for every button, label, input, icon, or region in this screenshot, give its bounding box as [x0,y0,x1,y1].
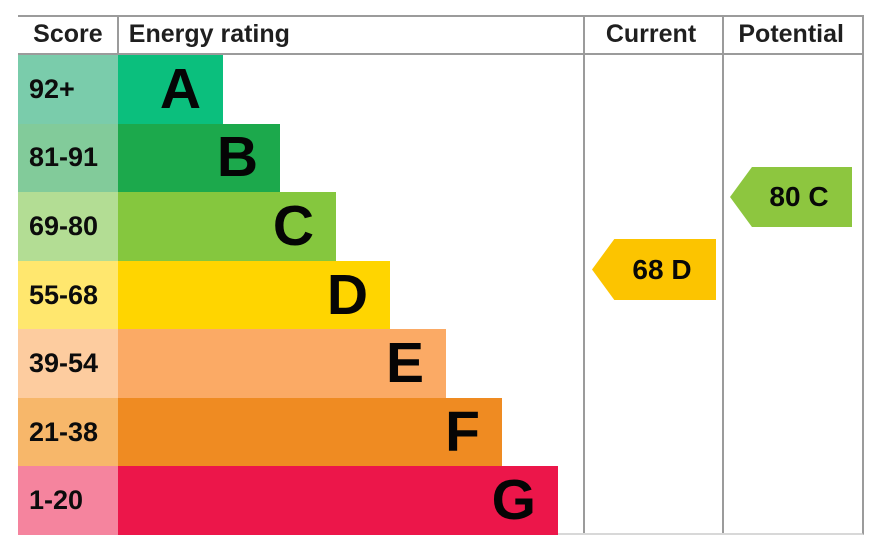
header-underline [18,53,862,55]
rating-letter-b: B [216,125,258,190]
divider-potential-column [722,17,724,533]
rating-bar-d: D [118,260,390,330]
band-row-g: 1-20 G [18,466,583,536]
rating-letter-e: E [385,331,424,396]
rating-letter-f: F [445,399,480,464]
current-rating-label: 68 D [632,253,692,285]
header-energy-rating: Energy rating [128,20,290,48]
rating-letter-c: C [272,193,314,258]
rating-bar-c: C [118,192,336,261]
score-range-d: 55-68 [18,260,118,330]
score-range-b: 81-91 [18,123,118,193]
header-potential: Potential [738,20,844,48]
current-rating-arrow: 68 D [592,239,716,300]
divider-current-column [583,17,585,533]
rating-bar-f: F [118,397,502,467]
divider-score-rating [117,17,119,53]
band-row-d: 55-68 D [18,260,583,330]
rating-bar-e: E [118,329,446,398]
rating-bar-g: G [118,466,558,536]
rating-bands: 92+ A 81-91 B 69-80 C 55-68 D 39-54 E 21… [18,55,583,536]
band-row-c: 69-80 C [18,192,583,261]
score-range-f: 21-38 [18,397,118,467]
score-range-e: 39-54 [18,329,118,398]
potential-rating-label: 80 C [769,181,829,212]
rating-bar-b: B [118,123,280,193]
epc-rating-table: Score Energy rating Current Potential 92… [18,15,864,536]
band-row-f: 21-38 F [18,397,583,467]
band-row-e: 39-54 E [18,329,583,398]
band-row-b: 81-91 B [18,123,583,193]
header-score: Score [33,20,103,48]
rating-bar-a: A [118,55,223,124]
score-range-g: 1-20 [18,466,118,536]
potential-rating-arrow: 80 C [730,167,852,227]
score-range-c: 69-80 [18,192,118,261]
rating-letter-d: D [326,262,368,327]
rating-letter-g: G [491,468,536,533]
header-current: Current [605,20,697,48]
band-row-a: 92+ A [18,55,583,124]
rating-letter-a: A [159,56,201,121]
score-range-a: 92+ [18,55,118,124]
table-header-row: Score Energy rating Current Potential [18,17,862,53]
